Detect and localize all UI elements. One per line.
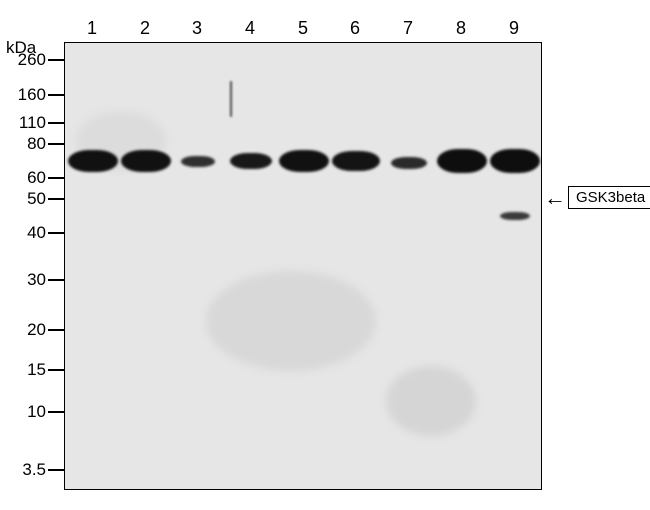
mw-label: 260	[18, 50, 46, 70]
lane-label-7: 7	[403, 18, 413, 39]
mw-tick	[48, 122, 64, 124]
lane-label-9: 9	[509, 18, 519, 39]
mw-label: 20	[27, 320, 46, 340]
mw-tick	[48, 329, 64, 331]
mw-label: 110	[19, 113, 46, 133]
lane-label-5: 5	[298, 18, 308, 39]
target-label-box: GSK3beta	[568, 186, 650, 209]
mw-tick	[48, 232, 64, 234]
lane-label-6: 6	[350, 18, 360, 39]
mw-tick	[48, 279, 64, 281]
mw-tick	[48, 469, 64, 471]
mw-tick	[48, 369, 64, 371]
blot-smudge	[386, 366, 476, 436]
lane-label-8: 8	[456, 18, 466, 39]
band-lane-6	[332, 151, 380, 171]
mw-label: 10	[27, 402, 46, 422]
mw-tick	[48, 177, 64, 179]
mw-label: 40	[27, 223, 46, 243]
band-lane-4	[230, 153, 272, 169]
mw-tick	[48, 59, 64, 61]
band-lane-1	[68, 150, 118, 172]
artifact-streak	[230, 81, 233, 117]
band-lane-2	[121, 150, 171, 172]
mw-tick	[48, 198, 64, 200]
mw-label: 50	[27, 189, 46, 209]
target-annotation: ← GSK3beta	[544, 186, 650, 209]
mw-tick	[48, 143, 64, 145]
blot-smudge	[206, 271, 376, 371]
arrow-left-icon: ←	[544, 187, 566, 209]
lane-label-4: 4	[245, 18, 255, 39]
target-label: GSK3beta	[576, 189, 645, 206]
band-lane-7	[391, 157, 427, 169]
lane-label-3: 3	[192, 18, 202, 39]
mw-label: 80	[27, 134, 46, 154]
mw-label: 160	[18, 85, 46, 105]
band-lane-8	[437, 149, 487, 173]
mw-label: 15	[27, 360, 46, 380]
lane-label-1: 1	[87, 18, 97, 39]
band-lane-5	[279, 150, 329, 172]
band-lane-3	[181, 156, 215, 167]
lane-label-2: 2	[140, 18, 150, 39]
mw-tick	[48, 411, 64, 413]
mw-label: 60	[27, 168, 46, 188]
blot-area	[64, 42, 542, 490]
band-lane-9	[490, 149, 540, 173]
mw-label: 30	[27, 270, 46, 290]
mw-tick	[48, 94, 64, 96]
mw-label: 3.5	[22, 460, 46, 480]
band-extra	[500, 212, 530, 220]
